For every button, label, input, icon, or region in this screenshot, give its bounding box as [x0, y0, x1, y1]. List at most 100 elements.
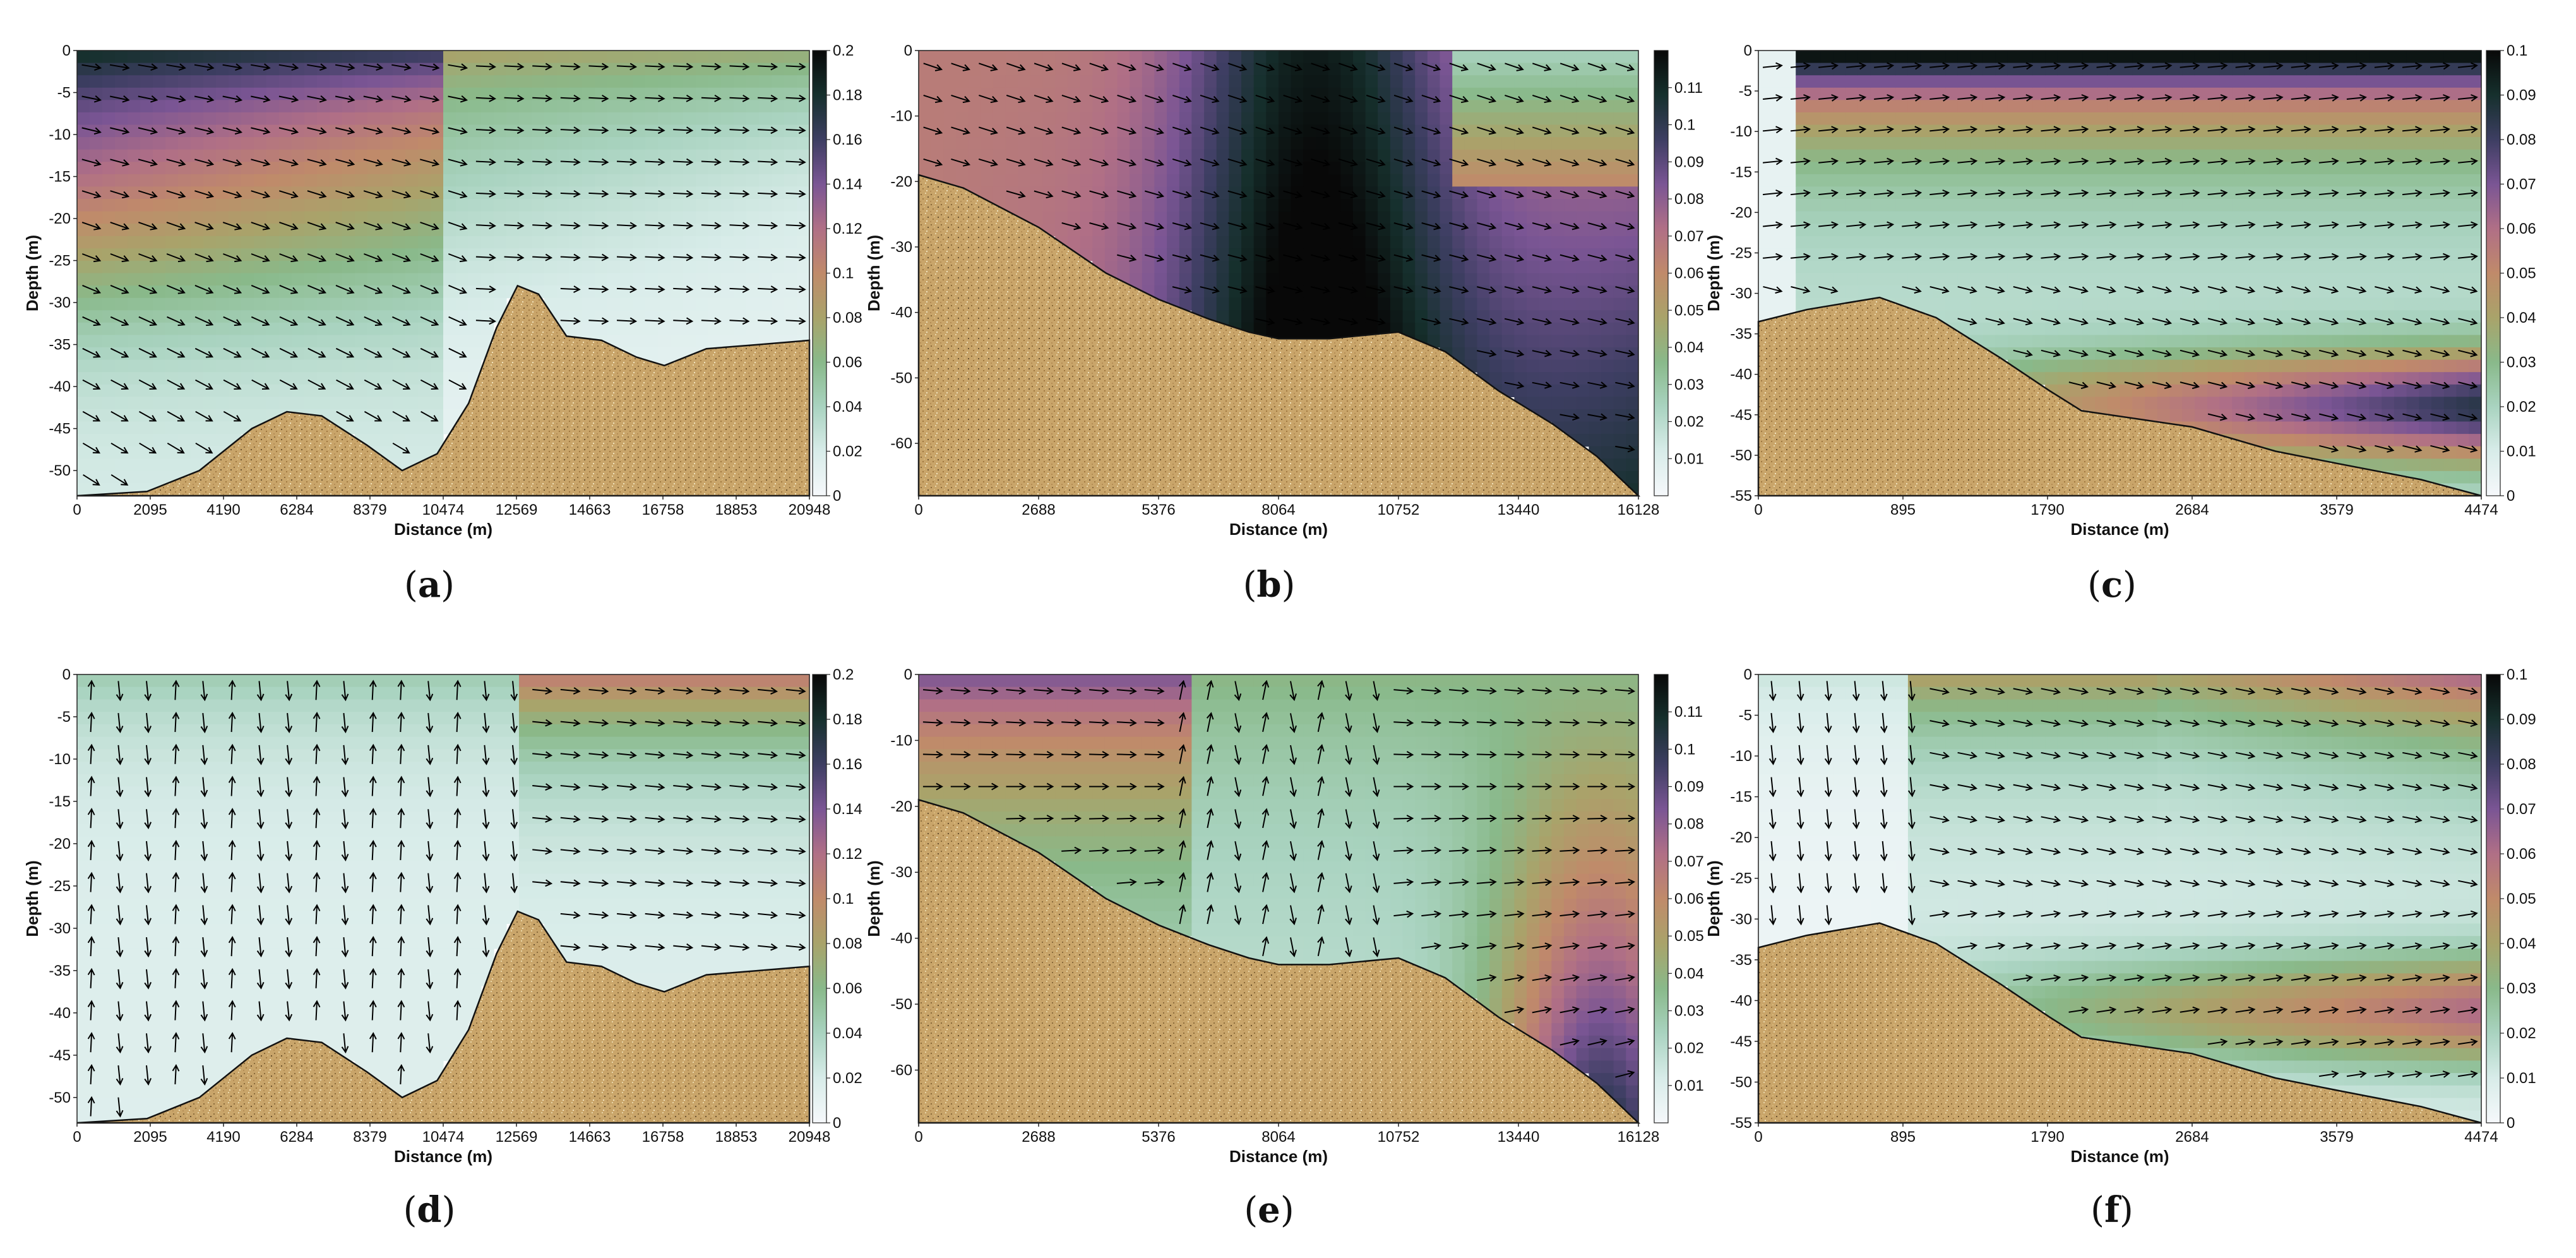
heatmap-cell [620, 273, 633, 286]
heatmap-cell [1378, 149, 1391, 162]
heatmap-cell [1870, 285, 1883, 299]
heatmap-cell [405, 372, 419, 385]
velocity-arrow [475, 253, 496, 261]
heatmap-cell [1352, 273, 1366, 286]
heatmap-cell [1870, 199, 1883, 212]
heatmap-cell [431, 397, 444, 410]
heatmap-cell [1030, 137, 1044, 150]
heatmap-cell [1291, 63, 1304, 76]
heatmap-cell [1415, 87, 1428, 100]
heatmap-cell [380, 87, 393, 100]
heatmap-cell [153, 397, 166, 410]
velocity-arrow [307, 127, 327, 135]
heatmap-cell [279, 310, 292, 323]
heatmap-cell [2257, 273, 2270, 286]
heatmap-cell [1870, 186, 1883, 200]
heatmap-cell [2057, 322, 2071, 335]
heatmap-cell [607, 149, 621, 162]
heatmap-cell [1328, 322, 1341, 335]
heatmap-cell [431, 310, 444, 323]
heatmap-cell [633, 297, 646, 311]
velocity-arrow [364, 316, 383, 326]
heatmap-cell [1415, 162, 1428, 175]
heatmap-cell [1440, 174, 1453, 187]
heatmap-cell [1920, 100, 1933, 113]
heatmap-cell [393, 359, 406, 373]
heatmap-cell [115, 149, 128, 162]
heatmap-cell [1820, 149, 1834, 162]
heatmap-cell [683, 211, 696, 224]
heatmap-cell [241, 273, 254, 286]
heatmap-cell [2145, 51, 2158, 64]
heatmap-cell [1104, 224, 1118, 237]
heatmap-cell [2057, 372, 2071, 385]
heatmap-cell [2145, 75, 2158, 88]
heatmap-cell [1352, 100, 1366, 113]
heatmap-cell [216, 273, 229, 286]
heatmap-cell [633, 224, 646, 237]
heatmap-cell [2369, 162, 2382, 175]
heatmap-cell [330, 224, 343, 237]
heatmap-cell [2070, 112, 2083, 126]
heatmap-cell [1390, 211, 1404, 224]
heatmap-cell [620, 310, 633, 323]
heatmap-cell [2107, 199, 2121, 212]
heatmap-cell [279, 162, 292, 175]
heatmap-cell [153, 310, 166, 323]
heatmap-cell [203, 112, 217, 126]
heatmap-cell [1489, 297, 1503, 311]
heatmap-cell [1464, 297, 1478, 311]
heatmap-cell [1489, 273, 1503, 286]
heatmap-cell [931, 100, 944, 113]
heatmap-cell [1613, 372, 1626, 385]
heatmap-cell [292, 211, 305, 224]
heatmap-cell [1340, 137, 1354, 150]
heatmap-cell [595, 112, 608, 126]
heatmap-cell [2032, 199, 2046, 212]
heatmap-cell [1626, 149, 1639, 162]
heatmap-cell [241, 322, 254, 335]
heatmap-cell [1527, 224, 1540, 237]
heatmap-cell [2319, 211, 2332, 224]
heatmap-cell [178, 335, 191, 348]
heatmap-cell [1983, 335, 1996, 348]
heatmap-cell [128, 199, 141, 212]
heatmap-cell [993, 100, 1006, 113]
heatmap-cell [380, 236, 393, 249]
heatmap-cell [1402, 149, 1416, 162]
heatmap-cell [1945, 137, 1959, 150]
heatmap-cell [2057, 100, 2071, 113]
heatmap-cell [683, 137, 696, 150]
velocity-arrow [364, 253, 383, 263]
velocity-arrow [758, 222, 778, 230]
heatmap-cell [254, 211, 267, 224]
heatmap-cell [165, 260, 179, 274]
heatmap-cell [1179, 100, 1193, 113]
heatmap-cell [77, 236, 90, 249]
heatmap-cell [1945, 260, 1959, 274]
heatmap-cell [2244, 273, 2258, 286]
heatmap-cell [1440, 310, 1453, 323]
heatmap-cell [178, 297, 191, 311]
heatmap-cell [2282, 434, 2295, 447]
heatmap-cell [759, 112, 772, 126]
heatmap-cell [683, 149, 696, 162]
heatmap-cell [2332, 359, 2345, 373]
heatmap-cell [532, 224, 545, 237]
heatmap-cell [1527, 335, 1540, 348]
x-axis-label: Distance (m) [1229, 520, 1328, 539]
velocity-arrow [138, 253, 158, 263]
heatmap-cell [2369, 236, 2382, 249]
heatmap-cell [90, 359, 103, 373]
heatmap-cell [2045, 359, 2058, 373]
heatmap-cell [1514, 162, 1527, 175]
heatmap-cell [759, 297, 772, 311]
heatmap-cell [317, 174, 330, 187]
heatmap-cell [557, 87, 570, 100]
heatmap-cell [1527, 372, 1540, 385]
heatmap-cell [506, 149, 520, 162]
heatmap-cell [153, 421, 166, 434]
heatmap-cell [784, 211, 797, 224]
heatmap-cell [1352, 149, 1366, 162]
velocity-arrow [1283, 254, 1303, 262]
